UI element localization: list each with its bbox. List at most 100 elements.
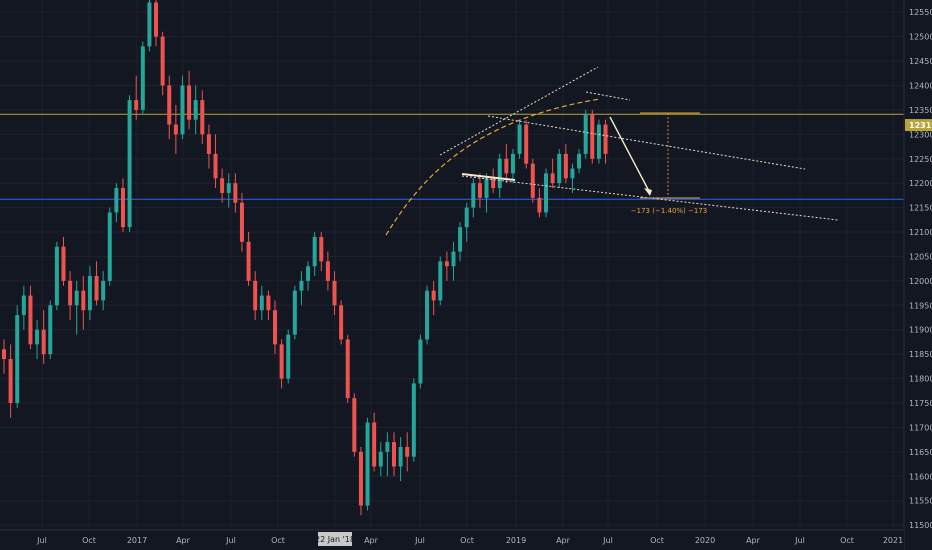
candle-body: [411, 383, 416, 457]
candle-body: [306, 266, 311, 281]
projection-arrow: [609, 116, 651, 194]
candle-body: [101, 280, 106, 301]
x-tick-label: Jul: [414, 536, 425, 545]
x-tick-label: Jul: [225, 536, 236, 545]
candle-body: [431, 290, 436, 301]
candle-body: [266, 295, 271, 311]
candle-body: [120, 188, 125, 228]
candles: [2, 0, 608, 516]
candle-body: [74, 290, 79, 306]
candle-body: [312, 236, 317, 267]
top-dotted-trendline: [585, 91, 631, 101]
candle-body: [530, 163, 535, 198]
candle-body: [173, 124, 178, 135]
measure-label: −173 (−1.40%) −173: [631, 207, 707, 215]
candle-body: [524, 124, 529, 164]
y-tick-label: 11850: [909, 350, 932, 359]
x-tick-label: 2021: [883, 536, 903, 545]
x-tick-label: 2017: [127, 536, 147, 545]
candle-body: [451, 251, 456, 267]
candle-body: [352, 398, 357, 452]
y-tick-label: 12450: [909, 57, 932, 66]
candle-body: [358, 451, 363, 506]
candle-body: [15, 315, 20, 403]
horizontal-levels: [0, 113, 904, 200]
candle-body: [339, 305, 344, 340]
candle-body: [537, 197, 542, 213]
candle-body: [61, 246, 66, 281]
y-tick-label: 12350: [909, 106, 932, 115]
candle-body: [517, 124, 522, 154]
x-tick-label: Oct: [82, 536, 96, 545]
y-tick-label: 11700: [909, 423, 932, 432]
candle-body: [544, 173, 549, 213]
x-tick-label: 2019: [506, 536, 526, 545]
candle-body: [140, 46, 145, 110]
x-tick-label: Jul: [36, 536, 47, 545]
candle-body: [94, 275, 99, 301]
grid-lines: [0, 0, 904, 530]
x-tick-label: Oct: [460, 536, 474, 545]
candle-body: [213, 153, 218, 179]
candle-body: [550, 173, 555, 184]
candle-body: [319, 236, 324, 262]
y-tick-label: 11500: [909, 521, 932, 530]
y-tick-label: 11950: [909, 301, 932, 310]
x-tick-label: Apr: [556, 536, 571, 545]
x-tick-label: Apr: [364, 536, 379, 545]
candle-body: [28, 295, 33, 345]
candle-body: [81, 290, 86, 311]
candle-body: [583, 114, 588, 154]
candle-body: [107, 212, 112, 281]
candle-body: [365, 422, 370, 506]
candle-body: [345, 339, 350, 399]
y-tick-label: 11600: [909, 472, 932, 481]
candle-body: [332, 280, 337, 306]
price-axis-background[interactable]: [904, 0, 932, 550]
x-tick-label: 2020: [695, 536, 715, 545]
candle-body: [134, 100, 139, 110]
candle-body: [54, 246, 59, 306]
time-axis[interactable]: Jul Oct 2017 Apr Jul Oct 22 Jan '18 Apr Jul Oct 20…: [36, 532, 903, 546]
candle-body: [484, 178, 489, 198]
x-tick-label: Oct: [650, 536, 664, 545]
candle-body: [325, 261, 330, 281]
candle-body: [464, 207, 469, 228]
time-axis-background[interactable]: [0, 530, 904, 550]
candle-body: [577, 153, 582, 169]
candle-body: [557, 153, 562, 184]
y-tick-label: 11650: [909, 448, 932, 457]
y-tick-label: 12250: [909, 155, 932, 164]
price-axis[interactable]: 12550 12500 12450 12400 12350 12300 12250 12200…: [909, 8, 932, 530]
candle-body: [187, 85, 192, 120]
candle-body: [259, 295, 264, 311]
candle-body: [87, 275, 92, 311]
candle-body: [180, 85, 185, 135]
candle-body: [378, 451, 383, 467]
y-tick-label: 11750: [909, 399, 932, 408]
y-tick-label: 12550: [909, 8, 932, 17]
x-tick-label: Jul: [794, 536, 805, 545]
upper-dotted-trendline: [487, 115, 806, 170]
candle-body: [239, 202, 244, 242]
candle-body: [200, 100, 205, 135]
candle-body: [491, 178, 496, 189]
x-tick-label-highlighted: 22 Jan '18: [315, 535, 355, 544]
candle-body: [398, 446, 403, 467]
candle-body: [206, 134, 211, 154]
candle-body: [21, 295, 26, 316]
x-tick-label: Oct: [840, 536, 854, 545]
current-price-label: 12319: [905, 119, 932, 132]
y-tick-label: 11900: [909, 326, 932, 335]
candle-body: [570, 168, 575, 179]
y-tick-label: 12400: [909, 81, 932, 90]
candle-body: [48, 305, 53, 355]
candle-body: [596, 124, 601, 159]
trend-drawings: −173 (−1.40%) −173: [385, 66, 839, 236]
candle-body: [458, 227, 463, 252]
candle-body: [127, 100, 132, 228]
candle-body: [193, 100, 198, 120]
x-tick-label: Apr: [176, 536, 191, 545]
candle-body: [68, 280, 73, 306]
